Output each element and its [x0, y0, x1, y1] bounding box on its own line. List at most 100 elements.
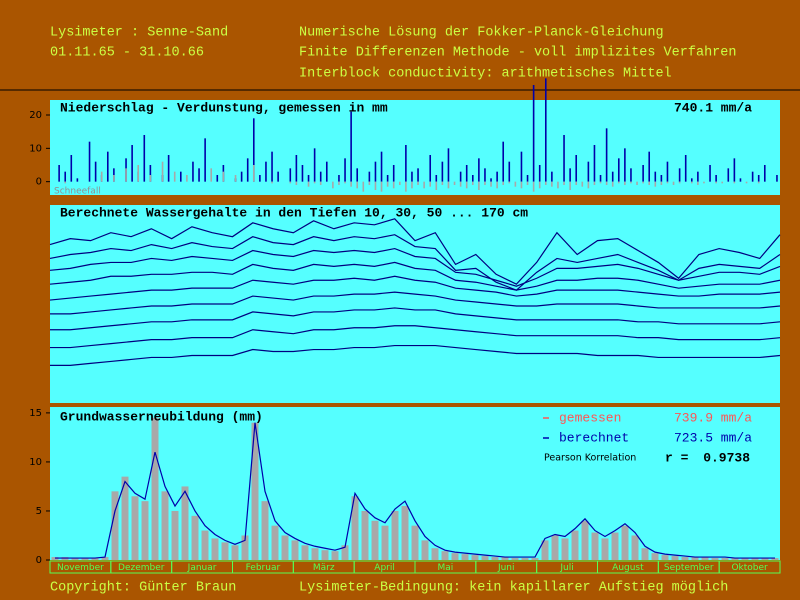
bar: [265, 161, 267, 182]
bar: [771, 558, 779, 560]
bar: [721, 558, 729, 560]
annual-sum: 740.1 mm/a: [674, 100, 752, 115]
bar: [544, 78, 547, 182]
bar: [435, 175, 438, 182]
line: [49, 218, 781, 285]
bar: [654, 181, 657, 187]
bar: [179, 171, 182, 182]
bar: [447, 181, 450, 189]
bar: [739, 178, 742, 182]
bar: [351, 496, 359, 560]
line: [49, 275, 781, 301]
bar: [630, 181, 632, 184]
bar: [605, 181, 608, 185]
annual-sum: 739.9 mm/a: [674, 410, 752, 425]
bar: [666, 161, 669, 182]
bar: [380, 181, 383, 192]
bar: [137, 165, 140, 182]
legend-label: Schneefall: [54, 187, 101, 197]
x-tick-label: April: [374, 563, 395, 573]
bar: [520, 151, 523, 182]
bar: [642, 165, 644, 182]
bar: [338, 181, 340, 185]
bar: [599, 175, 602, 182]
bar: [125, 168, 127, 182]
bar: [421, 540, 429, 560]
bar: [508, 181, 511, 184]
method: Interblock conductivity: arithmetisches …: [299, 67, 672, 82]
bar: [368, 181, 371, 185]
bar: [757, 181, 760, 184]
y-tick-label: 15: [29, 408, 42, 419]
bar: [58, 165, 60, 182]
bar: [481, 556, 489, 560]
bar: [508, 161, 511, 182]
bar: [621, 525, 629, 560]
bar: [471, 175, 474, 182]
bar: [76, 178, 79, 182]
bar: [471, 181, 474, 185]
bar: [246, 158, 249, 182]
legend-label: gemessen: [559, 410, 621, 425]
bar: [131, 145, 133, 182]
r-value: 0.9738: [703, 450, 750, 465]
bar: [313, 148, 316, 182]
bar: [289, 181, 292, 184]
bar: [429, 155, 432, 182]
bar: [757, 175, 760, 182]
bar: [751, 558, 759, 560]
bar: [234, 175, 237, 182]
bar: [100, 171, 103, 182]
bar: [571, 530, 579, 560]
bar: [761, 558, 769, 560]
station: Lysimeter : Senne-Sand: [50, 26, 228, 41]
bar: [484, 168, 486, 182]
x-tick-label: Januar: [187, 563, 217, 573]
bar: [741, 558, 749, 560]
bar: [502, 181, 505, 185]
bar: [361, 510, 369, 560]
bar: [684, 155, 687, 182]
bar: [398, 181, 401, 185]
bar: [307, 181, 310, 187]
bar: [181, 486, 189, 560]
bar: [703, 181, 705, 184]
bar: [332, 181, 334, 189]
bar: [465, 181, 468, 189]
bar: [581, 520, 589, 560]
bar: [338, 175, 340, 182]
panel: [50, 100, 780, 195]
bar: [344, 181, 346, 184]
panel: [50, 205, 780, 403]
bar: [690, 181, 693, 184]
bar: [678, 181, 681, 184]
bar: [240, 171, 243, 182]
bar: [465, 165, 468, 182]
bar: [551, 171, 553, 182]
condition: Lysimeter-Bedingung: kein kapillarer Auf…: [299, 581, 728, 596]
bar: [569, 181, 571, 190]
line: [55, 422, 775, 559]
bar: [661, 555, 669, 560]
bar: [641, 548, 649, 560]
bar: [252, 118, 255, 182]
y-tick-label: 0: [36, 177, 42, 188]
bar: [611, 532, 619, 560]
bar: [631, 535, 639, 560]
r-label: r =: [665, 450, 689, 465]
bar: [563, 135, 565, 182]
bar: [143, 135, 146, 182]
bar: [88, 141, 91, 182]
line: [49, 247, 781, 287]
bar: [648, 181, 651, 185]
bar: [191, 515, 199, 560]
bar: [654, 171, 657, 182]
panel-title: Grundwasserneubildung (mm): [60, 409, 263, 424]
bar: [672, 181, 675, 185]
bar: [551, 535, 559, 560]
bar: [192, 161, 194, 182]
bar: [70, 155, 73, 182]
bar: [526, 175, 529, 182]
bar: [733, 181, 736, 184]
bar: [411, 181, 413, 189]
